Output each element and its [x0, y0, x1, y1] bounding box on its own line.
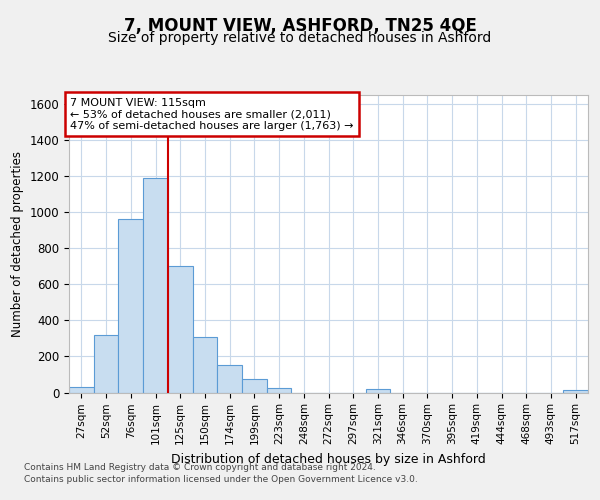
Y-axis label: Number of detached properties: Number of detached properties — [11, 151, 24, 337]
Text: Contains public sector information licensed under the Open Government Licence v3: Contains public sector information licen… — [24, 475, 418, 484]
Text: Contains HM Land Registry data © Crown copyright and database right 2024.: Contains HM Land Registry data © Crown c… — [24, 462, 376, 471]
Bar — [143, 178, 168, 392]
Bar — [193, 336, 217, 392]
Bar — [563, 390, 588, 392]
Bar — [69, 387, 94, 392]
Bar — [242, 379, 267, 392]
Bar — [168, 266, 193, 392]
Text: Size of property relative to detached houses in Ashford: Size of property relative to detached ho… — [109, 31, 491, 45]
Text: 7 MOUNT VIEW: 115sqm
← 53% of detached houses are smaller (2,011)
47% of semi-de: 7 MOUNT VIEW: 115sqm ← 53% of detached h… — [70, 98, 354, 131]
Bar — [267, 388, 292, 392]
Bar — [94, 335, 118, 392]
X-axis label: Distribution of detached houses by size in Ashford: Distribution of detached houses by size … — [171, 452, 486, 466]
Bar — [217, 366, 242, 392]
Bar — [118, 220, 143, 392]
Text: 7, MOUNT VIEW, ASHFORD, TN25 4QE: 7, MOUNT VIEW, ASHFORD, TN25 4QE — [124, 18, 476, 36]
Bar — [365, 389, 390, 392]
